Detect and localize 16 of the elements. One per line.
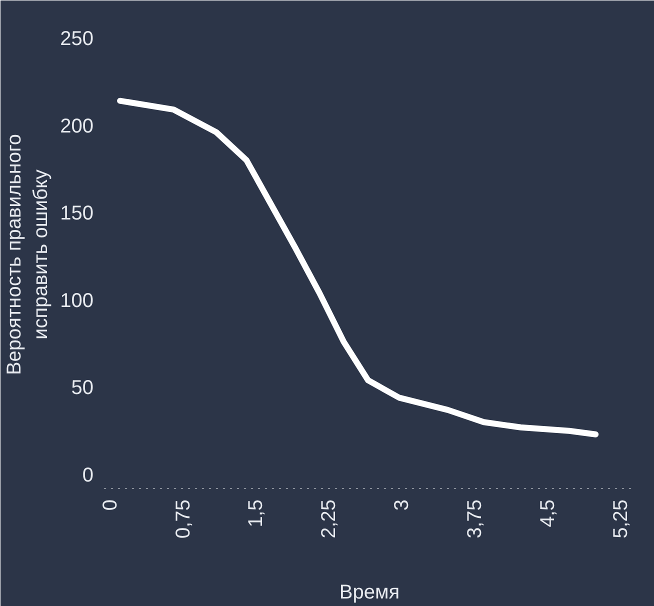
y-tick-label: 50 <box>71 377 94 400</box>
x-tick-label: 5,25 <box>610 499 632 538</box>
x-tick-label: 0 <box>99 500 122 511</box>
y-axis-title: Вероятность правильного исправить ошибку <box>4 134 52 376</box>
y-tick-label: 250 <box>60 28 94 50</box>
x-axis-title: Время <box>339 581 400 604</box>
y-tick-label: 150 <box>60 202 94 225</box>
x-tick-label: 2,25 <box>318 499 340 538</box>
y-tick-label: 100 <box>60 290 94 312</box>
x-tick-label: 1,5 <box>245 499 268 528</box>
x-tick-label: 4,5 <box>536 499 559 528</box>
x-tick-label: 0,75 <box>172 499 194 538</box>
y-tick-label: 0 <box>82 464 94 487</box>
x-tick-label: 3,75 <box>464 499 486 538</box>
x-tick-label: 3 <box>391 500 414 511</box>
y-tick-label: 200 <box>60 115 94 138</box>
